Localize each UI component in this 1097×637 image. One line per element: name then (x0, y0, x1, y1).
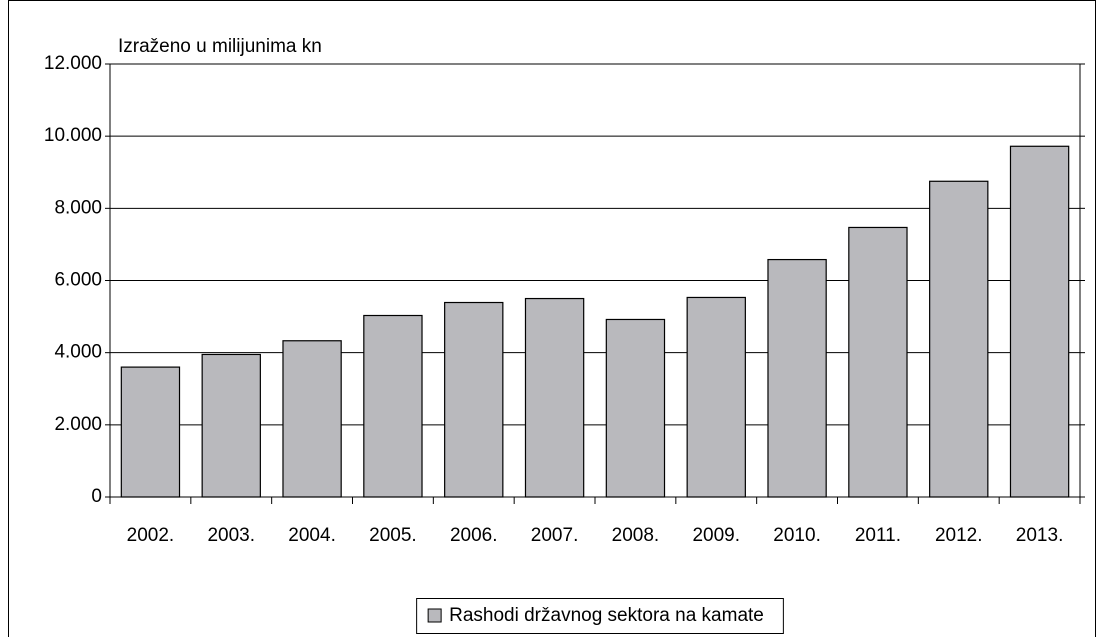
bar (201, 353, 261, 498)
bar (282, 340, 342, 498)
bar (524, 297, 585, 498)
x-tick-label: 2009. (692, 525, 740, 546)
y-tick-label: 2.000 (54, 414, 102, 435)
x-tick-label: 2011. (855, 525, 901, 546)
x-tick-label: 2013. (1016, 525, 1064, 546)
bar (605, 318, 666, 498)
x-tick-label: 2002. (127, 525, 175, 546)
legend-box (416, 598, 784, 634)
bar (848, 226, 908, 498)
legend-swatch (427, 608, 442, 623)
bar (686, 296, 746, 498)
y-tick-label: 12.000 (44, 53, 102, 74)
x-tick-label: 2003. (207, 525, 255, 546)
bar (120, 366, 181, 498)
x-tick-label: 2006. (450, 525, 498, 546)
x-tick-label: 2005. (369, 525, 417, 546)
y-tick-label: 4.000 (54, 342, 102, 363)
x-tick-label: 2010. (773, 525, 821, 546)
y-tick-label: 8.000 (54, 197, 102, 218)
legend-label: Rashodi državnog sektora na kamate (449, 605, 764, 626)
bar (363, 314, 423, 498)
bar (929, 180, 989, 498)
x-tick-label: 2012. (935, 525, 983, 546)
y-tick-label: 0 (91, 486, 102, 507)
bar (1009, 145, 1070, 498)
bar (444, 301, 504, 498)
x-tick-label: 2007. (531, 525, 579, 546)
x-tick-label: 2008. (612, 525, 660, 546)
y-tick-label: 6.000 (54, 270, 102, 291)
axis-label: Izraženo u milijunima kn (118, 36, 322, 57)
bar (767, 258, 827, 498)
y-tick-label: 10.000 (44, 125, 102, 146)
x-tick-label: 2004. (288, 525, 336, 546)
